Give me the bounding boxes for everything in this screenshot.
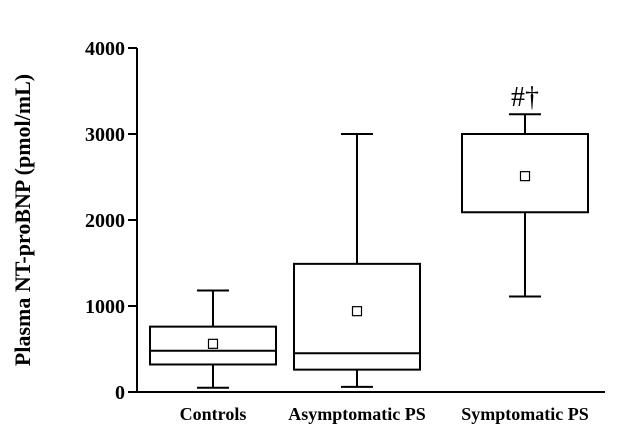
box-2 [461,113,589,298]
y-tick-label: 4000 [85,38,125,60]
x-tick-label: Symptomatic PS [461,404,589,424]
y-tick-label: 0 [115,382,125,404]
box-1 [293,133,421,388]
mean-marker [351,306,363,317]
iqr-box [293,262,421,371]
y-tick-label: 3000 [85,124,125,146]
x-tick-label: Controls [180,404,247,424]
mean-marker [207,338,219,349]
box-0 [149,289,277,389]
y-tick-label: 2000 [85,210,125,232]
y-axis-label: Plasma NT-proBNP (pmol/mL) [10,74,35,366]
boxes [149,113,589,389]
x-tick-label: Asymptomatic PS [288,404,426,424]
y-ticks: 0 1000 2000 3000 4000 [85,38,137,404]
annotations: #† [511,82,539,113]
mean-marker [519,171,531,182]
y-tick-label: 1000 [85,296,125,318]
significance-annotation: #† [511,82,539,113]
x-tick-labels: Controls Asymptomatic PS Symptomatic PS [180,404,589,424]
